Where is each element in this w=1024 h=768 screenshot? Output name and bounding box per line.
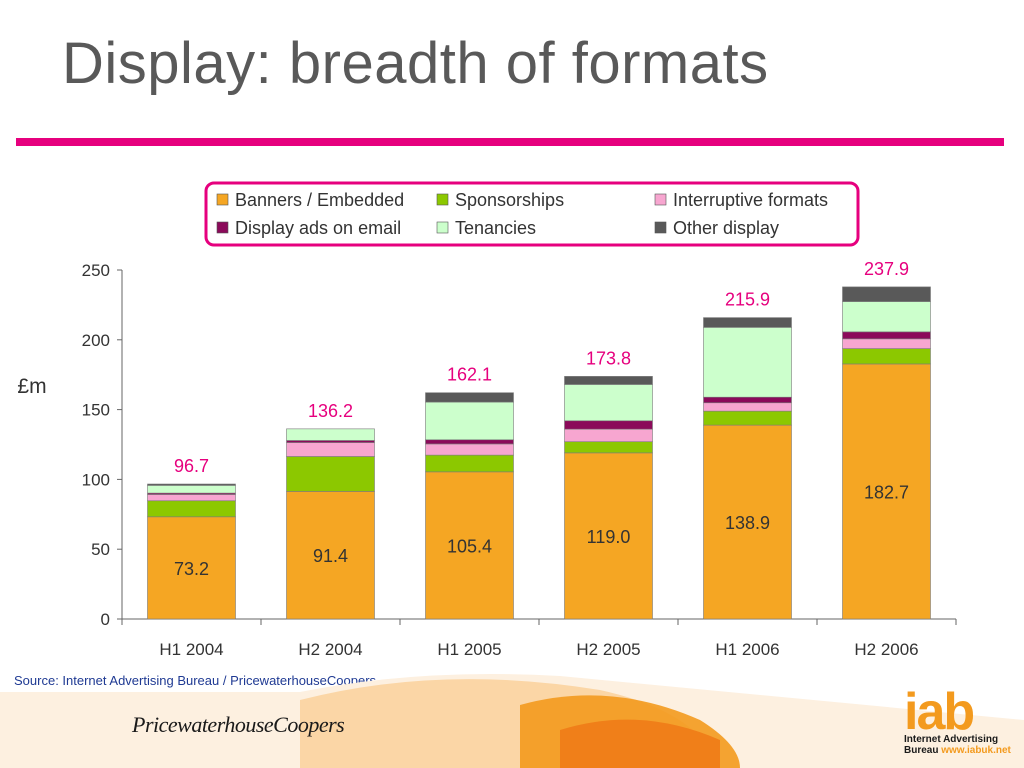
- stacked-bar-chart: 0 50 100 150 200 250 £m 73.2 96.7 H1 2004 91.4 136.…: [17, 181, 957, 659]
- footer-wave-deep: [560, 719, 720, 768]
- y-tick-label: 250: [82, 261, 110, 280]
- x-category-label: H1 2006: [715, 640, 779, 659]
- bar-segment-tenancies: [703, 327, 792, 398]
- bar-segment-banners: [842, 363, 931, 620]
- bar-segment-sponsorships: [286, 456, 375, 492]
- legend-swatch-tenancies: [436, 221, 449, 234]
- bar-segment-banners: [564, 452, 653, 620]
- bar-total-label: 237.9: [864, 259, 909, 279]
- legend-entry-label: Display ads on email: [235, 218, 401, 238]
- legend-swatch-other: [654, 221, 667, 234]
- x-category-label: H1 2005: [437, 640, 501, 659]
- legend-entry-label: Other display: [673, 218, 779, 238]
- y-tick-label: 150: [82, 401, 110, 420]
- bar-segment-banners: [425, 471, 514, 620]
- bar-segment-banners: [703, 424, 792, 620]
- bar-total-label: 136.2: [308, 401, 353, 421]
- bar-segment-other: [703, 317, 792, 328]
- y-axis-label: £m: [17, 375, 46, 398]
- bar-base-value-label: 119.0: [587, 527, 631, 547]
- iab-name-line1: Internet Advertising: [904, 734, 999, 745]
- iab-bureau: Bureau: [904, 745, 939, 756]
- legend-entry-label: Banners / Embedded: [235, 190, 404, 210]
- legend-swatch-interruptive: [654, 193, 667, 206]
- y-tick-label: 200: [82, 331, 110, 350]
- legend-swatch-banners: [216, 193, 229, 206]
- bar-total-label: 162.1: [447, 365, 492, 385]
- bar-total-label: 215.9: [725, 290, 770, 310]
- slide-title: Display: breadth of formats: [62, 31, 769, 96]
- bar-segment-other: [842, 286, 931, 302]
- y-tick-label: 0: [101, 610, 110, 629]
- bar-segment-banners: [286, 491, 375, 620]
- legend-swatch-sponsorships: [436, 193, 449, 206]
- legend-box: [204, 181, 860, 247]
- iab-name-line2: Bureau www.iabuk.net: [904, 745, 1011, 756]
- legend-entry-label: Sponsorships: [455, 190, 564, 210]
- bar-segment-tenancies: [564, 384, 653, 422]
- bar-base-value-label: 138.9: [725, 513, 770, 533]
- bar-base-value-label: 73.2: [174, 559, 209, 579]
- x-category-label: H2 2004: [298, 640, 362, 659]
- bar-base-value-label: 182.7: [864, 482, 909, 502]
- iab-url: www.iabuk.net: [941, 745, 1011, 756]
- bar-total-label: 96.7: [174, 456, 209, 476]
- bar-segment-tenancies: [286, 428, 375, 441]
- x-category-label: H1 2004: [159, 640, 223, 659]
- bar-segment-banners: [147, 516, 236, 620]
- bar-segment-other: [425, 392, 514, 403]
- iab-mark: iab: [904, 683, 975, 741]
- bar-segment-other: [147, 483, 236, 486]
- bar-segment-other: [564, 376, 653, 385]
- legend-swatch-email: [216, 221, 229, 234]
- legend-entry-label: Interruptive formats: [673, 190, 828, 210]
- y-tick-label: 50: [91, 540, 110, 559]
- source-note: Source: Internet Advertising Bureau / Pr…: [14, 673, 377, 688]
- legend-entry-label: Tenancies: [455, 218, 536, 238]
- iab-logo: iab Internet Advertising Bureau www.iabu…: [904, 683, 1011, 756]
- y-tick-label: 100: [82, 470, 110, 489]
- x-category-label: H2 2006: [854, 640, 918, 659]
- x-category-label: H2 2005: [576, 640, 640, 659]
- bar-total-label: 173.8: [586, 348, 631, 368]
- pwc-logo: PricewaterhouseCoopers: [132, 712, 345, 737]
- bar-base-value-label: 105.4: [447, 536, 492, 556]
- title-rule: [16, 138, 1004, 146]
- bar-segment-tenancies: [425, 401, 514, 441]
- bar-base-value-label: 91.4: [313, 546, 348, 566]
